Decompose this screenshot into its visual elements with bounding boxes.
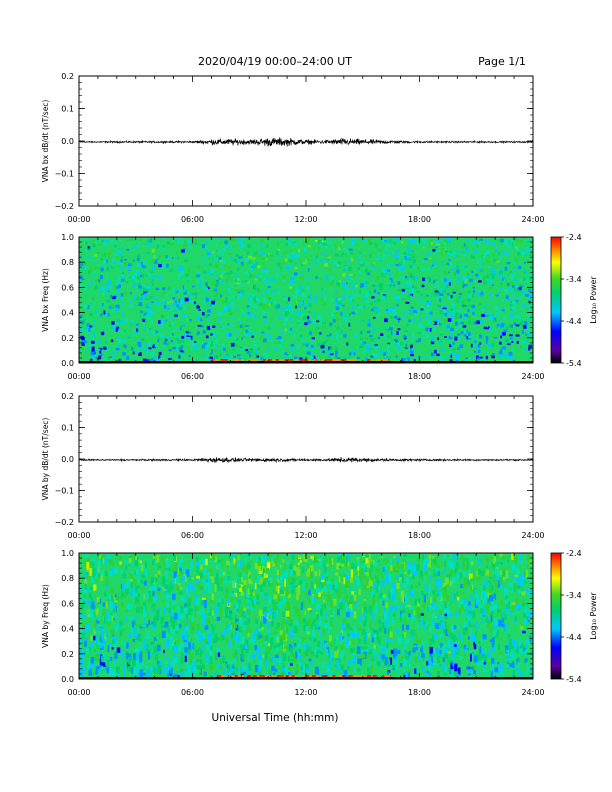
x-tick-label: 00:00 — [67, 372, 90, 381]
y-tick-label: 0.1 — [61, 105, 74, 114]
x-tick-label: 18:00 — [408, 372, 431, 381]
panels: 0.2 0.1 0.0 −0.1 −0.2 VNA bx dB/dt (nT/sec) 00… — [41, 72, 598, 697]
x-tick-label: 00:00 — [67, 688, 90, 697]
x-tick-label: 24:00 — [521, 531, 544, 540]
x-tick-label: 06:00 — [181, 688, 204, 697]
colorbar-tick-label: -2.4 — [566, 233, 582, 242]
header-page: Page 1/1 — [478, 55, 526, 68]
heatmap-cells-3 — [79, 553, 533, 679]
colorbar-tick-label: -3.4 — [566, 591, 582, 600]
x-tick-label: 06:00 — [181, 531, 204, 540]
y-tick-label: 0.0 — [61, 359, 74, 368]
colorbar-tick-label: -5.4 — [566, 359, 582, 368]
series-line-0 — [78, 137, 534, 147]
series-line-2 — [78, 456, 534, 464]
y-tick-label: 0.2 — [61, 72, 74, 81]
colorbar-tick-label: -4.4 — [566, 317, 582, 326]
x-tick-label: 18:00 — [408, 531, 431, 540]
y-tick-label: −0.1 — [55, 487, 74, 496]
y-tick-label: 0.2 — [61, 334, 74, 343]
y-tick-label: 0.0 — [61, 137, 74, 146]
colorbar-tick-label: -2.4 — [566, 549, 582, 558]
y-axis-label: VNA bx Freq (Hz) — [41, 268, 50, 332]
y-tick-label: 0.8 — [61, 574, 74, 583]
plot-frame — [78, 395, 534, 523]
y-tick-label: 0.0 — [61, 675, 74, 684]
y-tick-label: −0.1 — [55, 170, 74, 179]
y-axis-label: VNA by Freq (Hz) — [41, 584, 50, 648]
y-tick-label: −0.2 — [55, 202, 74, 211]
x-axis-label: Universal Time (hh:mm) — [212, 712, 339, 724]
colorbar-label: Log₁₀ Power — [589, 592, 598, 640]
y-tick-label: 0.2 — [61, 392, 74, 401]
y-tick-label: 1.0 — [61, 233, 74, 242]
y-tick-label: 0.8 — [61, 258, 74, 267]
colorbar — [550, 236, 562, 364]
x-tick-label: 12:00 — [294, 215, 317, 224]
x-tick-label: 12:00 — [294, 372, 317, 381]
x-tick-label: 06:00 — [181, 372, 204, 381]
y-tick-label: 0.1 — [61, 424, 74, 433]
colorbar-tick-label: -3.4 — [566, 275, 582, 284]
y-tick-label: 0.4 — [61, 309, 74, 318]
x-tick-label: 24:00 — [521, 372, 544, 381]
x-tick-label: 00:00 — [67, 531, 90, 540]
y-tick-label: 0.6 — [61, 599, 74, 608]
x-tick-label: 24:00 — [521, 215, 544, 224]
x-tick-label: 18:00 — [408, 215, 431, 224]
x-tick-label: 12:00 — [294, 531, 317, 540]
x-tick-label: 18:00 — [408, 688, 431, 697]
x-tick-label: 12:00 — [294, 688, 317, 697]
y-axis-label: VNA bx dB/dt (nT/sec) — [41, 100, 50, 183]
y-tick-label: 1.0 — [61, 549, 74, 558]
y-axis-label: VNA by dB/dt (nT/sec) — [41, 418, 50, 501]
colorbar-label: Log₁₀ Power — [589, 276, 598, 324]
x-tick-label: 06:00 — [181, 215, 204, 224]
x-tick-label: 24:00 — [521, 688, 544, 697]
colorbar-tick-label: -4.4 — [566, 633, 582, 642]
y-tick-label: 0.2 — [61, 650, 74, 659]
y-tick-label: −0.2 — [55, 518, 74, 527]
y-tick-label: 0.6 — [61, 283, 74, 292]
colorbar-tick-label: -5.4 — [566, 675, 582, 684]
colorbar — [550, 552, 562, 680]
y-tick-label: 0.4 — [61, 625, 74, 634]
x-tick-label: 00:00 — [67, 215, 90, 224]
header-title: 2020/04/19 00:00–24:00 UT — [198, 55, 352, 68]
heatmap-cells-1 — [79, 237, 533, 363]
y-tick-label: 0.0 — [61, 455, 74, 464]
